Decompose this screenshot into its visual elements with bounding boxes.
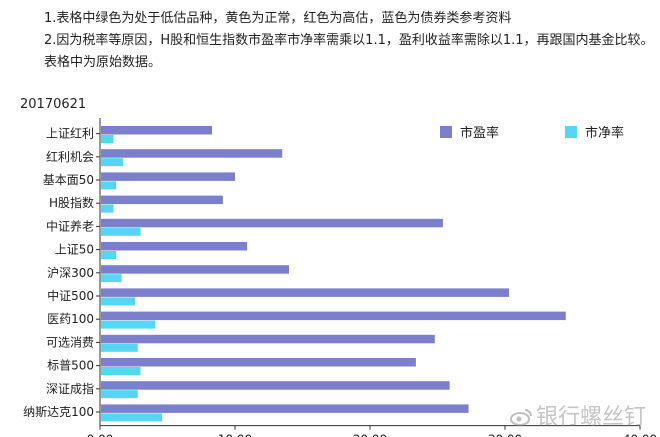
category-label: 中证养老 [46,218,94,233]
category-label: H股指数 [49,195,94,210]
bar-pb [101,320,156,329]
category-label: 红利机会 [46,149,94,164]
category-label: 上证红利 [46,126,94,141]
x-tick-label: 20.00 [353,433,387,437]
category-label: 可选消费 [46,335,94,349]
category-label: 基本面50 [43,173,94,187]
x-tick-label: 0.00 [87,433,114,437]
category-label: 沪深300 [47,266,94,280]
bar-pb [101,297,136,306]
bar-pe [101,149,283,158]
bar-pe [101,242,248,251]
bar-pe [101,195,223,205]
bar-pe [101,358,416,367]
bar-pe [101,218,443,228]
watermark: 银行螺丝钉 [509,399,646,431]
bar-pb [101,343,138,352]
bar-pb [101,251,117,259]
date-label: 20170621 [20,97,87,112]
bar-pe [101,381,450,390]
x-tick-label: 40.00 [623,433,657,437]
bar-pb [101,227,141,236]
category-label: 上证50 [55,243,94,257]
legend-swatch [440,126,452,138]
bar-pe [101,126,213,135]
bar-pb [101,135,114,143]
bar-pb [101,390,138,399]
category-label: 深证成指 [46,381,94,396]
bar-pb [101,181,117,190]
bar-pe [101,334,435,344]
bar-pb [101,274,122,283]
bar-pe [101,172,235,181]
bar-pe [101,288,510,297]
x-tick-label: 30.00 [488,433,522,437]
legend-label: 市盈率 [460,125,499,141]
bar-pb [101,158,123,167]
bar-pb [101,413,163,422]
bar-pe [101,265,289,274]
bar-pe [101,311,566,321]
notes: 1.表格中绿色为处于低估品种，黄色为正常，红色为高估，蓝色为债券类参考资料 2.… [44,8,654,74]
bar-pb [101,204,114,213]
note-line-3: 表格中为原始数据。 [44,55,162,70]
x-tick-label: 10.00 [218,433,252,437]
legend-swatch [565,126,577,138]
category-label: 医药100 [47,312,94,326]
legend-label: 市净率 [585,125,624,141]
note-line-1: 1.表格中绿色为处于低估品种，黄色为正常，红色为高估，蓝色为债券类参考资料 [44,11,512,26]
category-label: 纳斯达克100 [23,405,94,419]
bar-pb [101,367,141,375]
weibo-icon [509,409,532,426]
category-label: 标普500 [47,359,94,373]
watermark-text: 银行螺丝钉 [535,405,646,430]
note-line-2: 2.因为税率等原因，H股和恒生指数市盈率市净率需乘以1.1，盈利收益率需除以1.… [44,33,654,48]
category-label: 中证500 [47,288,94,303]
bar-pe [101,404,469,413]
